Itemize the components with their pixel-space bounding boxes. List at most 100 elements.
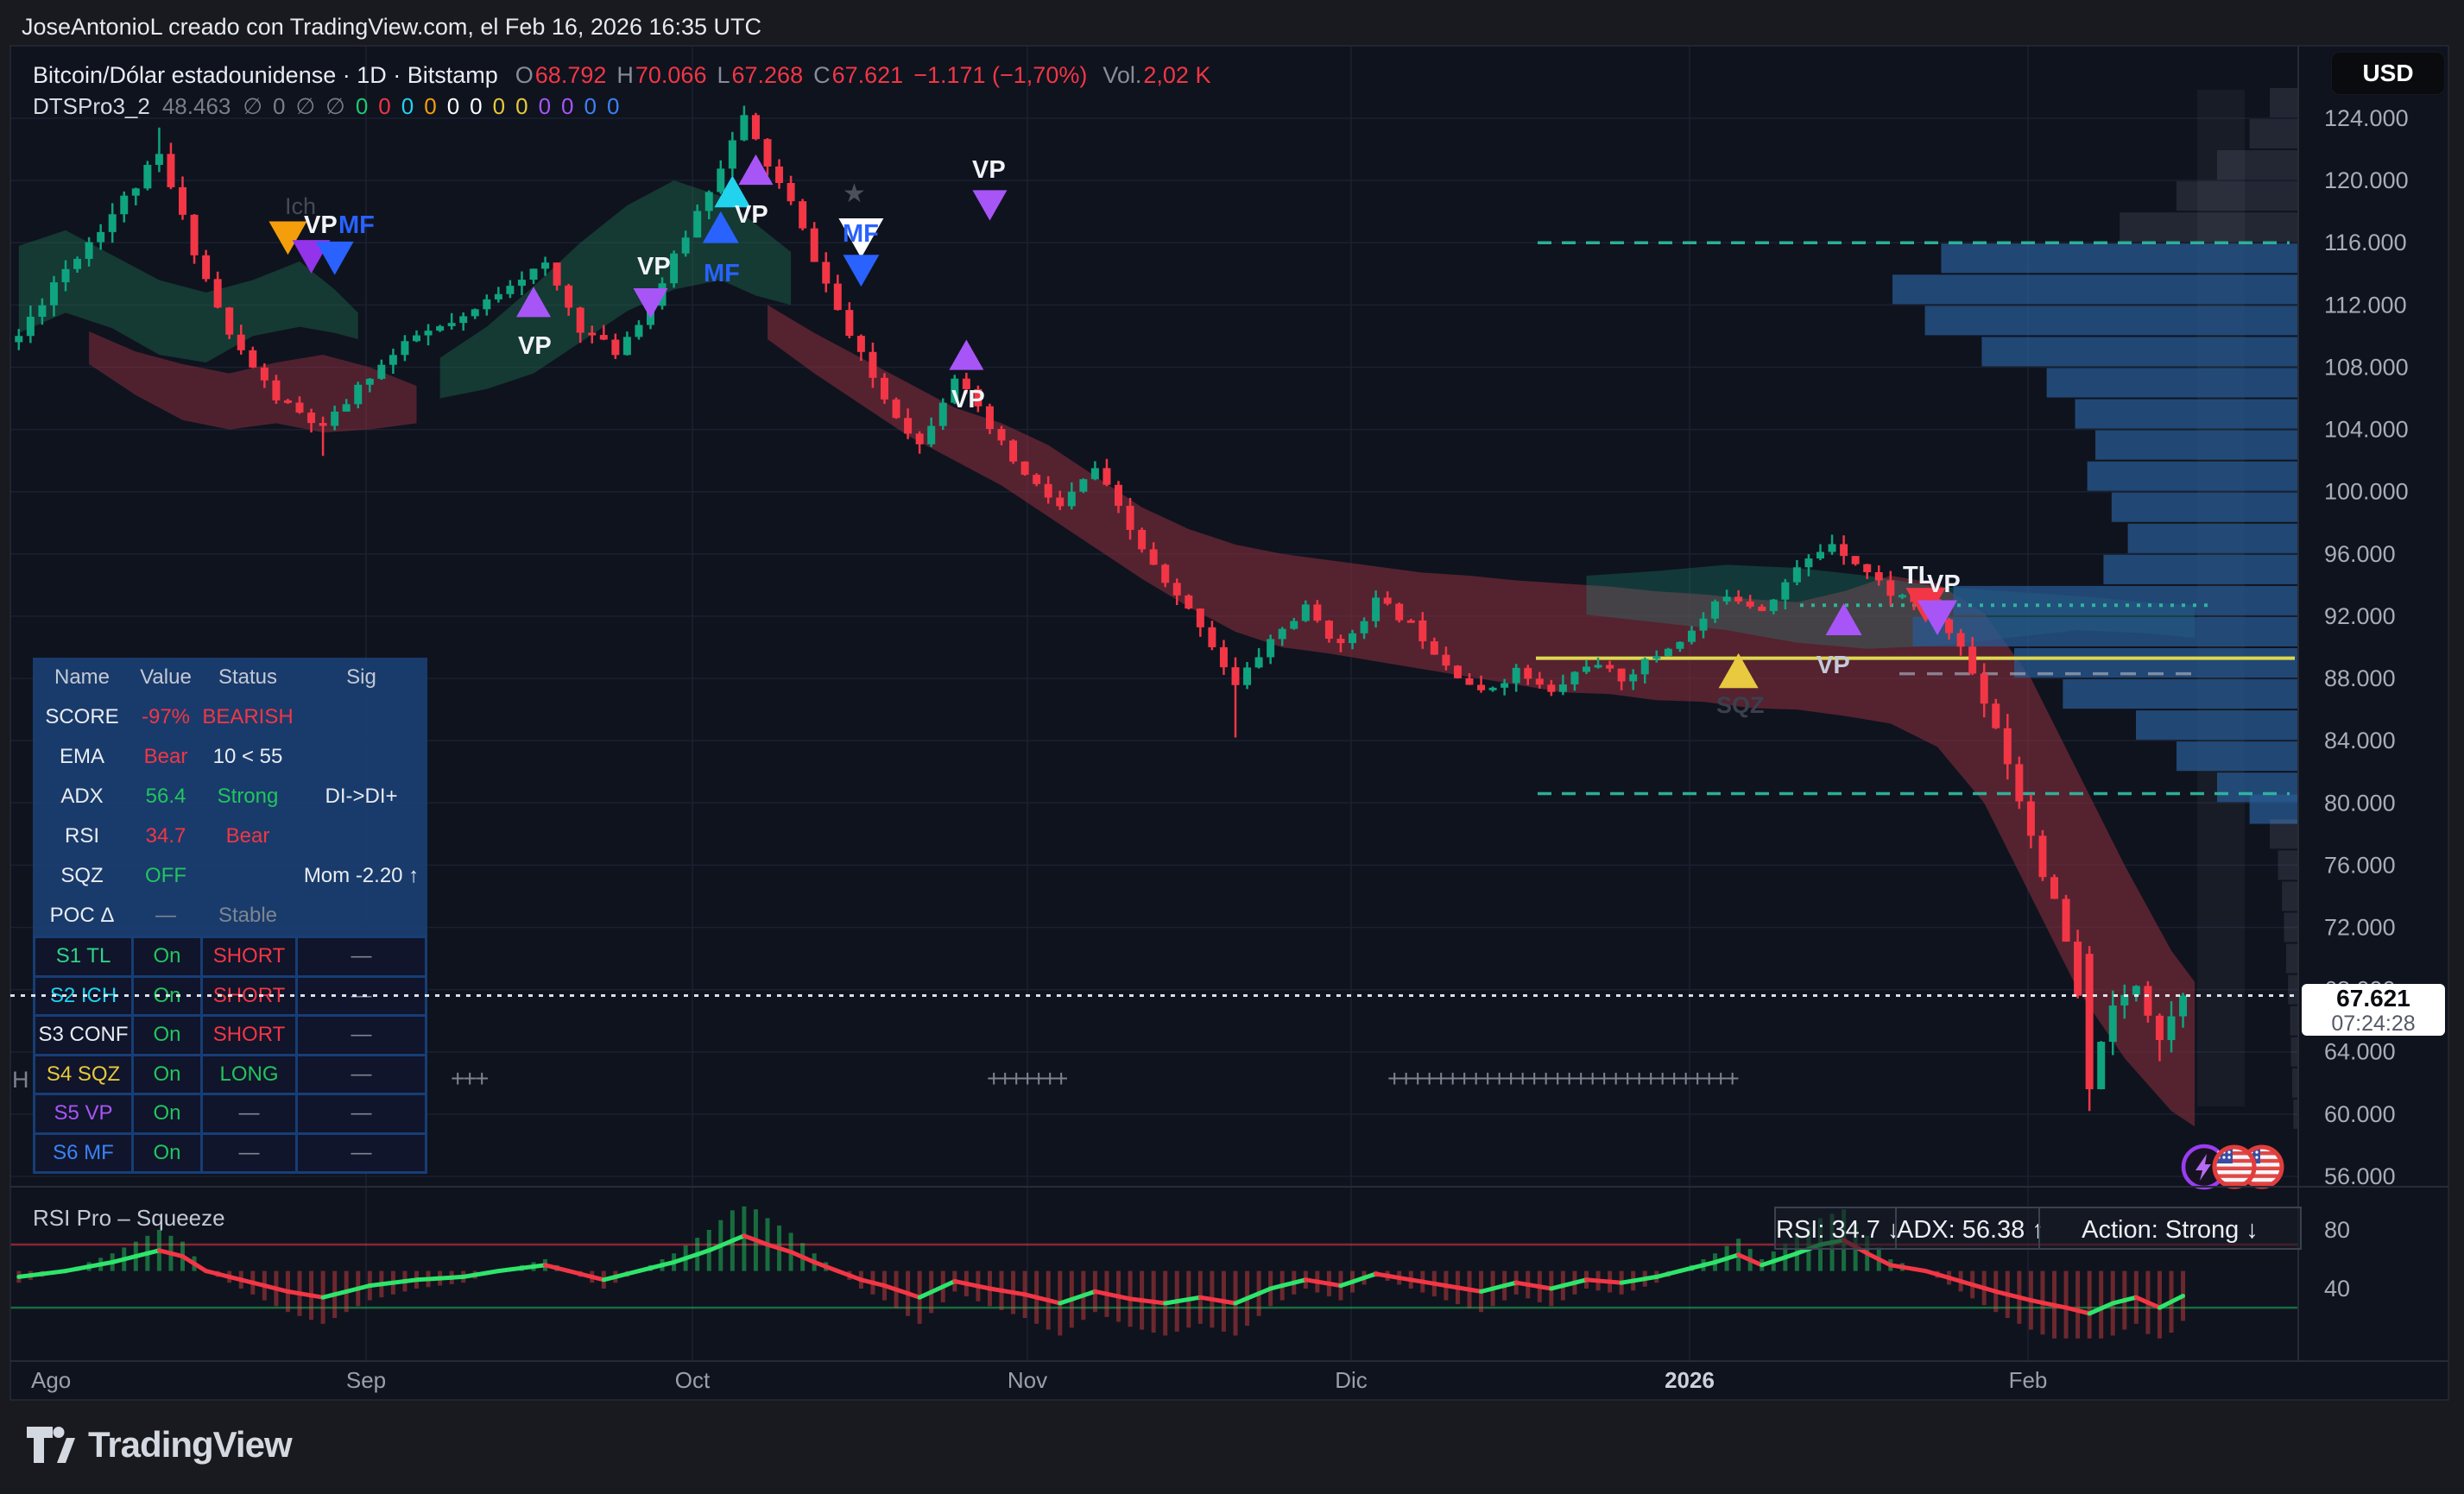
volume-profile-bar — [1924, 306, 2298, 336]
tradingview-logo[interactable]: TradingView — [26, 1424, 293, 1466]
panel-cell: Bear — [143, 745, 188, 768]
volume-profile-bar — [1892, 274, 2298, 305]
candle-body — [49, 282, 58, 306]
currency-button[interactable]: USD — [2331, 52, 2445, 95]
panel-cell: SQZ — [60, 864, 104, 887]
candle-body — [413, 335, 420, 342]
candle-body — [892, 399, 900, 419]
candle-body — [1138, 529, 1147, 550]
candle-body — [120, 195, 129, 215]
price-tick[interactable]: 120.000 — [2324, 167, 2409, 193]
flag-star — [2227, 1150, 2231, 1154]
plus-marker: + — [451, 1065, 464, 1092]
price-tick[interactable]: 124.000 — [2324, 105, 2409, 131]
panel-cell: — — [298, 1134, 425, 1171]
price-tick[interactable]: 56.000 — [2324, 1163, 2396, 1189]
candle-body — [1804, 558, 1813, 568]
candle-body — [2179, 995, 2188, 1017]
candle-body — [2062, 898, 2070, 942]
date-tick[interactable]: Feb — [2009, 1367, 2048, 1393]
rsi-tick[interactable]: 40 — [2324, 1276, 2350, 1302]
candle-body — [1126, 506, 1134, 530]
panel-cell: SCORE — [45, 705, 119, 728]
legend-token: 67.621 — [831, 62, 904, 88]
volume-profile-bar — [2136, 710, 2298, 741]
panel-header-cell: Value — [140, 665, 192, 689]
price-tick[interactable]: 64.000 — [2324, 1039, 2396, 1065]
date-tick[interactable]: 2026 — [1665, 1367, 1715, 1393]
chart-label: VP — [972, 156, 1006, 184]
price-tick[interactable]: 76.000 — [2324, 852, 2396, 878]
candle-body — [763, 139, 772, 167]
rsi-tick[interactable]: 80 — [2324, 1217, 2350, 1243]
candle-body — [740, 115, 749, 141]
signal-triangle-up — [702, 211, 739, 243]
candle-body — [1161, 564, 1170, 583]
panel-header-cell: Name — [54, 665, 111, 689]
candle-body — [225, 307, 234, 335]
plus-marker: + — [1551, 1065, 1564, 1092]
price-tick[interactable]: 92.000 — [2324, 603, 2396, 629]
tradingview-logo-text: TradingView — [88, 1424, 293, 1465]
date-tick[interactable]: Sep — [346, 1367, 386, 1393]
candle-body — [1313, 604, 1322, 621]
indicator-token: ∅ — [295, 93, 316, 119]
candle-body — [424, 331, 433, 336]
rsi-pane-title[interactable]: RSI Pro – Squeeze — [33, 1205, 225, 1231]
date-tick[interactable]: Nov — [1008, 1367, 1047, 1393]
candle-body — [1676, 641, 1684, 649]
squeeze-histogram-bar — [2157, 1270, 2162, 1339]
candle-body — [1185, 595, 1193, 609]
candle-body — [97, 231, 105, 243]
flag-star — [2222, 1156, 2226, 1159]
price-tick[interactable]: 100.000 — [2324, 479, 2409, 505]
candle-body — [1267, 639, 1275, 658]
date-tick[interactable]: Oct — [675, 1367, 711, 1393]
volume-profile-bar — [2046, 368, 2298, 398]
chart-label: Ich — [285, 193, 316, 219]
price-tick[interactable]: 80.000 — [2324, 790, 2396, 816]
signal-triangle-down — [972, 190, 1008, 221]
price-tick[interactable]: 96.000 — [2324, 541, 2396, 567]
symbol-legend[interactable]: Bitcoin/Dólar estadounidense · 1D · Bits… — [33, 62, 1210, 89]
rsi-line-segment — [180, 1254, 197, 1266]
signal-triangle-down — [838, 217, 884, 258]
legend-token: 2,02 K — [1143, 62, 1211, 88]
plus-marker: + — [1399, 1065, 1413, 1092]
candle-body — [506, 286, 515, 294]
chart-label: ★ — [843, 180, 866, 208]
plus-marker: + — [1574, 1065, 1588, 1092]
price-tick[interactable]: 108.000 — [2324, 354, 2409, 380]
price-tick[interactable]: 72.000 — [2324, 915, 2396, 941]
panel-cell: DI->DI+ — [325, 785, 398, 808]
indicator-token: 48.463 — [161, 93, 231, 119]
candle-body — [1980, 673, 1988, 704]
candle-body — [1196, 608, 1204, 627]
volume-profile-bar — [1912, 616, 2298, 646]
plus-marker: + — [1387, 1065, 1401, 1092]
candle-body — [1115, 484, 1122, 507]
price-tick[interactable]: 104.000 — [2324, 417, 2409, 443]
candle-body — [810, 228, 818, 262]
candle-body — [611, 339, 620, 356]
date-tick[interactable]: Ago — [31, 1367, 71, 1393]
price-tick[interactable]: 88.000 — [2324, 665, 2396, 691]
panel-cell: S3 CONF — [35, 1017, 131, 1054]
panel-cell: On — [134, 1134, 200, 1171]
candle-body — [249, 350, 257, 368]
legend-token: 67.268 — [731, 62, 804, 88]
price-tick[interactable]: 112.000 — [2324, 292, 2407, 318]
candle-body — [2085, 954, 2094, 1090]
chart-label: VP — [518, 332, 552, 360]
price-tick[interactable]: 60.000 — [2324, 1101, 2396, 1127]
plus-marker: + — [1539, 1065, 1553, 1092]
plus-marker: + — [1434, 1065, 1448, 1092]
price-tick[interactable]: 116.000 — [2324, 230, 2407, 255]
price-tick[interactable]: 84.000 — [2324, 728, 2396, 753]
status-adx: ADX: 56.38 ↑ — [1895, 1207, 2044, 1250]
candle-body — [131, 188, 140, 196]
candle-body — [1606, 665, 1614, 669]
date-tick[interactable]: Dic — [1335, 1367, 1368, 1393]
candle-body — [331, 411, 339, 426]
indicator-legend[interactable]: DTSPro3_2 48.463 ∅ 0 ∅ ∅ 0 0 0 0 0 0 0 0 0 0 0 0 — [33, 93, 619, 120]
